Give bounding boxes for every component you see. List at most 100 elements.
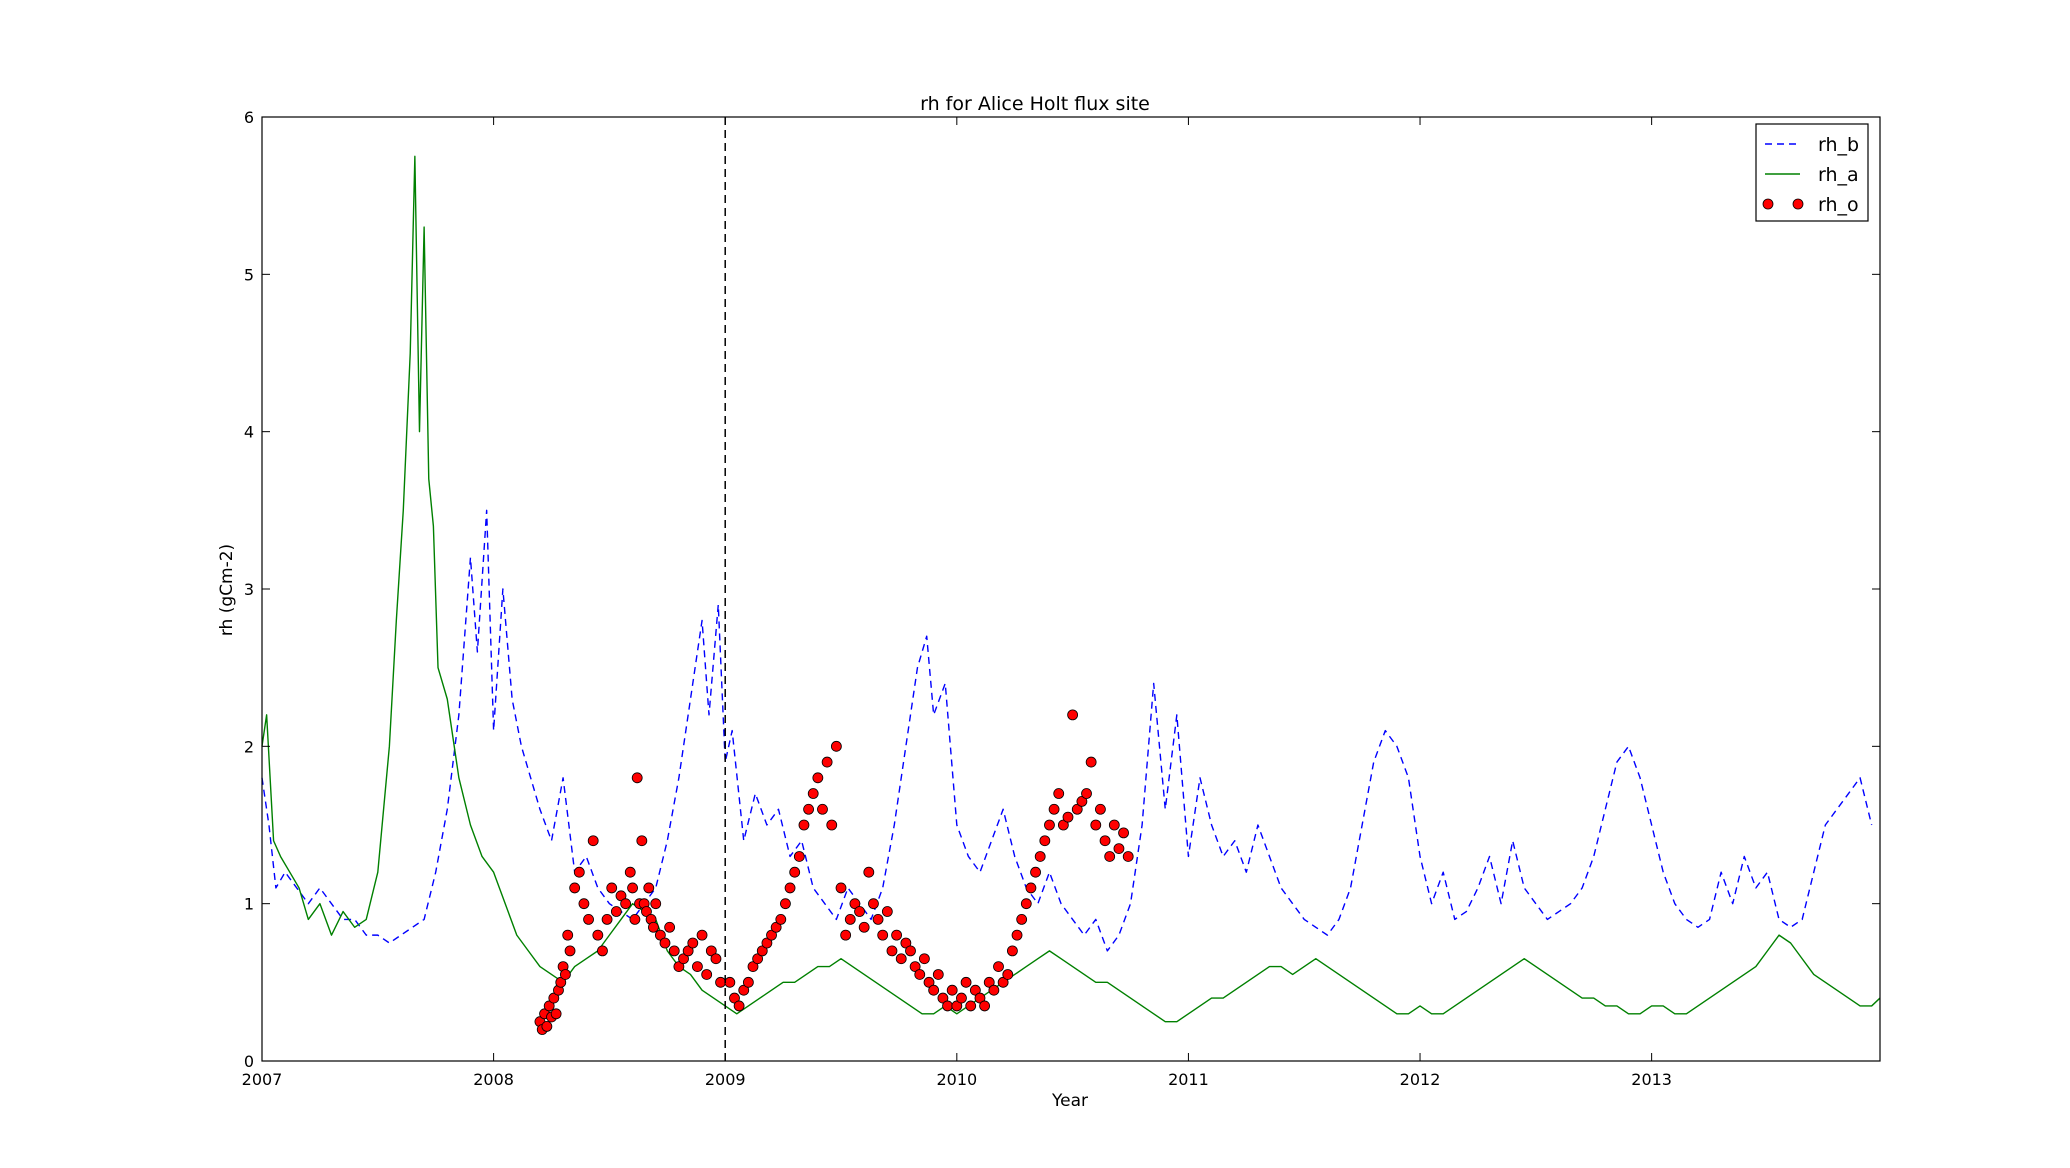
data-point-rh_o-117 [1025,882,1037,894]
data-point-rh_o-88 [891,929,902,941]
data-point-rh_o-36 [648,921,659,933]
x-tick-label-0: 2007 [242,1070,283,1089]
tick-layer: 2007 2008 2009 2010 2011 2012 2013 0 1 2 3 4 5 6 [242,108,1880,1089]
data-point-rh_o-108 [983,976,995,988]
data-point-rh_o-61 [766,929,777,941]
legend-swatch-rh-o-left [1762,198,1774,210]
data-point-rh_o-138 [1122,851,1134,862]
data-point-rh_o-75 [830,740,842,752]
data-point-rh_o-77 [840,929,852,941]
data-point-rh_o-105 [969,984,981,996]
data-point-rh_o-129 [1081,788,1092,799]
data-point-rh_o-39 [659,937,671,949]
data-point-rh_o-102 [956,992,967,1004]
data-point-rh_o-116 [1020,898,1032,910]
data-point-rh_o-14 [569,882,581,894]
data-point-rh_o-62 [770,921,782,933]
data-point-rh_o-34 [643,882,655,894]
data-point-rh_o-103 [960,976,972,988]
data-point-rh_o-45 [687,937,699,949]
data-point-rh_o-68 [798,819,810,831]
data-point-rh_o-85 [877,929,889,941]
data-point-rh_o-25 [620,898,632,910]
legend-frame [1755,123,1869,222]
data-point-rh_o-82 [863,866,875,878]
data-point-rh_o-22 [606,882,618,894]
data-point-rh_o-127 [1071,803,1083,815]
data-point-rh_o-119 [1034,851,1046,862]
data-point-rh_o-42 [673,961,685,972]
data-point-rh_o-106 [974,992,986,1004]
data-point-rh_o-96 [928,984,940,996]
data-point-rh_o-115 [1016,914,1028,925]
data-point-rh_o-59 [756,945,768,957]
y-tick-label-1: 1 [244,895,254,914]
data-point-rh_o-43 [678,953,689,965]
data-point-rh_o-65 [784,882,796,894]
data-point-rh_o-100 [946,984,958,996]
x-tick-label-1: 2008 [473,1070,514,1089]
chart-title: rh for Alice Holt flux site [920,93,1150,115]
data-point-rh_o-40 [664,921,676,933]
data-point-rh_o-24 [615,890,627,902]
x-tick-label-4: 2011 [1168,1070,1209,1089]
data-point-rh_o-56 [742,976,754,988]
data-point-rh_o-17 [583,914,594,925]
legend: rh_b rh_a rh_o [1755,123,1869,222]
data-point-rh_o-57 [747,961,759,972]
data-point-rh_o-60 [761,937,773,949]
legend-label-rh-o: rh_o [1818,194,1859,216]
data-point-rh_o-128 [1076,796,1088,807]
data-point-rh_o-99 [942,1000,953,1012]
series-line-rh_a [261,155,1881,1023]
data-point-rh_o-47 [696,929,708,941]
data-point-rh_o-91 [905,945,916,957]
data-point-rh_o-44 [682,945,694,957]
data-point-rh_o-66 [789,866,801,878]
legend-swatch-rh-o-right [1792,198,1804,210]
data-point-rh_o-18 [587,835,599,847]
data-point-rh_o-95 [923,976,935,988]
data-point-rh_o-13 [564,945,576,957]
data-point-rh_o-16 [578,898,590,910]
data-point-rh_o-134 [1104,851,1116,862]
data-point-rh_o-73 [821,756,833,768]
data-point-rh_o-114 [1011,929,1023,941]
data-point-rh_o-131 [1090,819,1102,831]
data-point-rh_o-50 [710,953,722,965]
data-point-rh_o-133 [1099,835,1111,847]
data-point-rh_o-26 [624,866,636,878]
data-point-rh_o-93 [914,969,926,980]
data-point-rh_o-6 [548,992,560,1004]
data-point-rh_o-135 [1108,819,1120,831]
data-point-rh_o-118 [1030,866,1041,878]
data-point-rh_o-54 [733,1000,745,1012]
data-point-rh_o-48 [701,969,713,980]
data-point-rh_o-80 [854,906,865,917]
data-point-rh_o-67 [793,851,805,862]
data-point-rh_o-104 [965,1000,977,1012]
data-point-rh_o-132 [1095,803,1106,815]
data-point-rh_o-125 [1062,811,1074,823]
y-tick-label-6: 6 [244,108,254,127]
data-point-rh_o-33 [641,906,652,917]
data-point-rh_o-84 [872,914,884,925]
data-point-rh_o-38 [654,929,666,941]
data-point-rh_o-58 [752,953,764,965]
data-point-rh_o-79 [849,898,861,910]
data-point-rh_o-90 [900,937,912,949]
y-tick-label-3: 3 [244,580,254,599]
legend-label-rh-a: rh_a [1818,164,1859,186]
data-point-rh_o-37 [650,898,662,910]
data-point-rh_o-87 [886,945,898,957]
y-tick-label-0: 0 [244,1052,254,1071]
data-point-rh_o-51 [715,976,726,988]
x-tick-label-2: 2009 [705,1070,746,1089]
series-layer [261,155,1881,1035]
x-axis-label: Year [1051,1091,1088,1111]
data-point-rh_o-72 [817,803,828,815]
y-tick-label-2: 2 [244,737,254,756]
data-point-rh_o-92 [909,961,921,972]
